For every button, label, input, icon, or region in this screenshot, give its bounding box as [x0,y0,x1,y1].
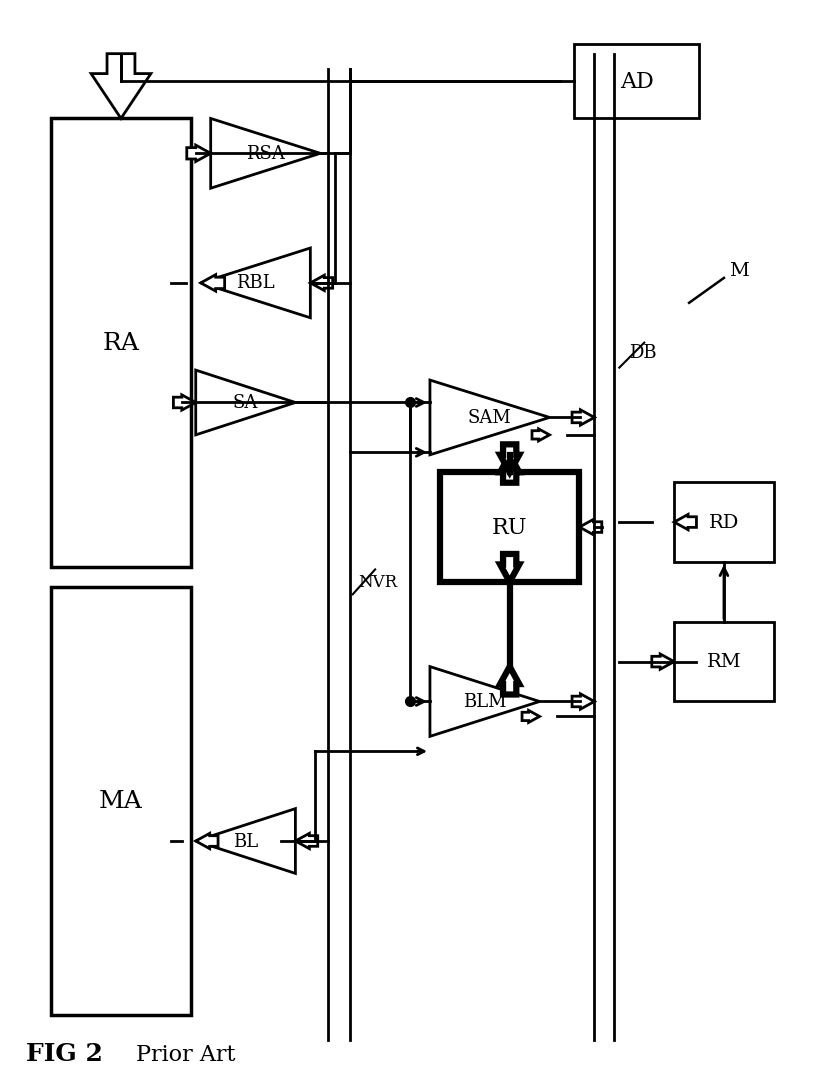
Text: BL: BL [233,832,258,850]
Bar [51,587,191,1016]
Text: Prior Art: Prior Art [136,1043,236,1066]
Polygon shape [201,248,310,318]
Polygon shape [196,833,218,848]
Polygon shape [187,145,211,162]
Polygon shape [295,833,318,848]
Text: RU: RU [491,517,527,538]
Polygon shape [196,370,295,436]
Bar [574,44,699,119]
Polygon shape [201,275,224,292]
Text: AD: AD [619,71,653,93]
Text: M: M [729,262,748,280]
Text: FIG 2: FIG 2 [26,1042,103,1066]
Text: DB: DB [629,344,657,361]
Polygon shape [500,667,519,695]
Polygon shape [91,55,151,119]
Polygon shape [310,275,332,290]
Polygon shape [500,555,519,582]
Polygon shape [652,654,674,669]
Text: SA: SA [232,394,258,412]
Polygon shape [522,711,539,723]
Bar [674,622,773,702]
Bar [440,473,579,582]
Text: BLM: BLM [463,692,506,711]
Polygon shape [571,695,594,710]
Polygon shape [500,444,519,473]
Text: RSA: RSA [246,145,284,163]
Polygon shape [430,380,549,455]
Polygon shape [579,520,601,535]
Polygon shape [500,455,519,483]
Text: RBL: RBL [236,274,275,293]
Polygon shape [571,411,594,426]
Text: NVR: NVR [357,573,397,591]
Polygon shape [196,809,295,874]
Text: RM: RM [706,653,741,670]
Text: RA: RA [103,332,139,355]
Polygon shape [430,667,539,736]
Bar [674,483,773,562]
Bar [51,119,191,567]
Polygon shape [211,119,320,189]
Polygon shape [674,514,696,530]
Polygon shape [532,429,549,441]
Text: SAM: SAM [467,408,511,427]
Polygon shape [174,395,196,411]
Text: MA: MA [99,790,143,812]
Text: RD: RD [709,513,739,532]
